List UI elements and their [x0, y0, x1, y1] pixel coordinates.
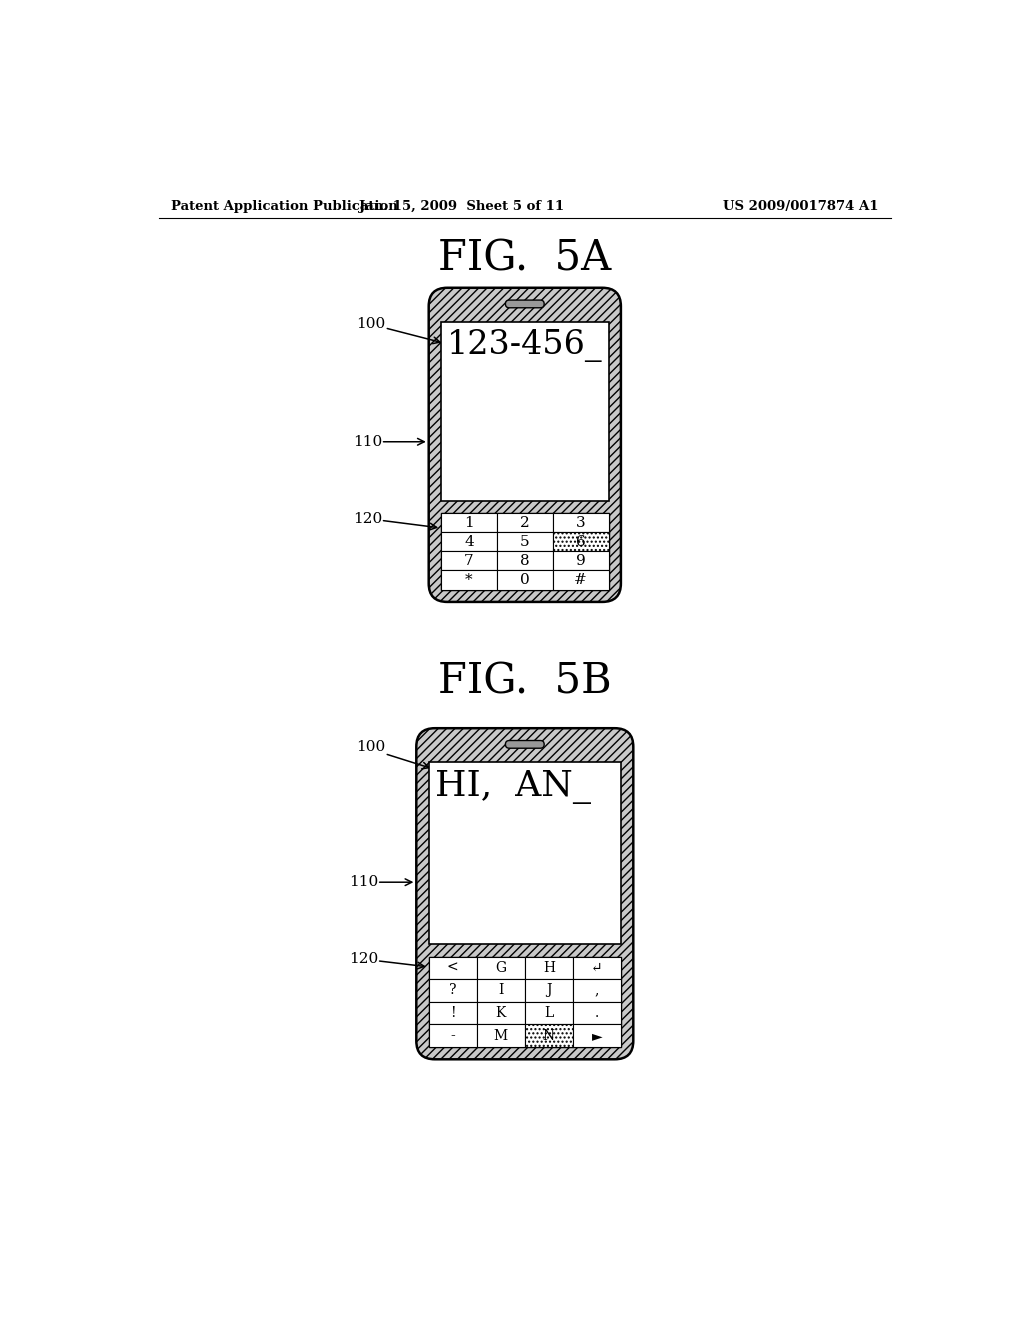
- Text: ?: ?: [449, 983, 457, 998]
- Bar: [429, 957, 477, 979]
- Text: 120: 120: [349, 952, 378, 966]
- Bar: [441, 322, 608, 500]
- Text: 2: 2: [520, 516, 529, 529]
- Text: G: G: [496, 961, 506, 974]
- Bar: [572, 979, 621, 1002]
- Text: H: H: [543, 961, 555, 974]
- Text: 9: 9: [575, 554, 586, 568]
- Text: 7: 7: [464, 554, 474, 568]
- Text: -: -: [451, 1028, 455, 1043]
- Bar: [429, 979, 477, 1002]
- Bar: [572, 1024, 621, 1047]
- Bar: [553, 532, 608, 552]
- FancyBboxPatch shape: [506, 741, 544, 748]
- Text: 110: 110: [352, 434, 382, 449]
- Bar: [572, 957, 621, 979]
- Text: I: I: [498, 983, 504, 998]
- Bar: [553, 570, 608, 590]
- Text: 1: 1: [464, 516, 474, 529]
- Text: #: #: [574, 573, 587, 587]
- Text: 100: 100: [356, 317, 386, 331]
- Bar: [497, 532, 553, 552]
- Text: L: L: [544, 1006, 553, 1020]
- Bar: [441, 532, 497, 552]
- Bar: [429, 1024, 477, 1047]
- Text: US 2009/0017874 A1: US 2009/0017874 A1: [723, 199, 879, 213]
- Text: 6: 6: [575, 535, 586, 549]
- Bar: [497, 570, 553, 590]
- FancyBboxPatch shape: [506, 300, 544, 308]
- Bar: [497, 552, 553, 570]
- Bar: [524, 1024, 572, 1047]
- Bar: [429, 1002, 477, 1024]
- Text: !: !: [450, 1006, 456, 1020]
- Text: HI,  AN_: HI, AN_: [435, 770, 591, 804]
- Text: 123-456_: 123-456_: [447, 330, 603, 363]
- Bar: [553, 513, 608, 532]
- Text: 120: 120: [352, 512, 382, 525]
- Text: 110: 110: [349, 875, 378, 890]
- Bar: [524, 957, 572, 979]
- Text: <: <: [446, 961, 459, 974]
- Bar: [477, 1002, 524, 1024]
- Text: 8: 8: [520, 554, 529, 568]
- FancyBboxPatch shape: [417, 729, 633, 1059]
- Text: 4: 4: [464, 535, 474, 549]
- Text: *: *: [465, 573, 473, 587]
- Text: Jan. 15, 2009  Sheet 5 of 11: Jan. 15, 2009 Sheet 5 of 11: [358, 199, 564, 213]
- Bar: [553, 552, 608, 570]
- Bar: [441, 570, 497, 590]
- Text: 3: 3: [575, 516, 586, 529]
- Bar: [524, 979, 572, 1002]
- Text: M: M: [494, 1028, 508, 1043]
- Text: 5: 5: [520, 535, 529, 549]
- Text: N: N: [543, 1028, 555, 1043]
- Text: J: J: [546, 983, 552, 998]
- Text: ↵: ↵: [591, 961, 603, 974]
- Bar: [429, 762, 621, 944]
- Text: 100: 100: [356, 741, 386, 755]
- Bar: [477, 1024, 524, 1047]
- Text: .: .: [595, 1006, 599, 1020]
- Text: ,: ,: [595, 983, 599, 998]
- Bar: [497, 513, 553, 532]
- Text: Patent Application Publication: Patent Application Publication: [171, 199, 397, 213]
- Bar: [441, 513, 497, 532]
- Bar: [429, 957, 621, 1047]
- Bar: [441, 513, 608, 590]
- Bar: [572, 1002, 621, 1024]
- Text: FIG.  5A: FIG. 5A: [438, 238, 611, 280]
- Text: ►: ►: [592, 1028, 602, 1043]
- Bar: [524, 1002, 572, 1024]
- FancyBboxPatch shape: [429, 288, 621, 602]
- Text: K: K: [496, 1006, 506, 1020]
- Bar: [477, 957, 524, 979]
- Text: FIG.  5B: FIG. 5B: [438, 661, 611, 704]
- Bar: [477, 979, 524, 1002]
- Bar: [441, 552, 497, 570]
- Text: 0: 0: [520, 573, 529, 587]
